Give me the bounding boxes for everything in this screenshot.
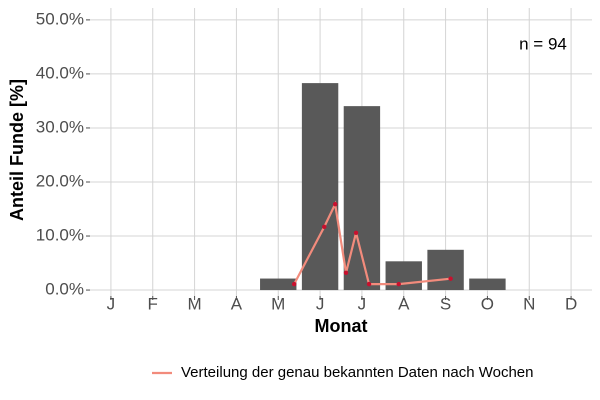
x-tick-label: D — [565, 294, 577, 313]
y-axis-title: Anteil Funde [%] — [7, 79, 27, 221]
point — [332, 201, 338, 207]
y-tick-label: 50.0% — [36, 9, 84, 28]
y-tick-label: 10.0% — [36, 226, 84, 245]
bar — [469, 278, 506, 291]
y-tick-label: 0.0% — [45, 280, 84, 299]
x-tick-label: J — [358, 294, 367, 313]
x-tick-label: J — [316, 294, 325, 313]
point — [366, 281, 372, 287]
x-tick-label: N — [523, 294, 535, 313]
line — [293, 200, 451, 286]
y-tick-label: 40.0% — [36, 63, 84, 82]
bar — [385, 261, 422, 291]
point — [322, 224, 327, 230]
x-axis-title: Monat — [315, 316, 368, 336]
bar — [260, 278, 297, 291]
x-tick-label: F — [148, 294, 158, 313]
bar — [427, 249, 464, 291]
annotation: n = 94 — [519, 34, 567, 53]
point — [353, 230, 359, 235]
point — [448, 276, 453, 281]
point — [396, 281, 401, 287]
x-tick-label: O — [481, 294, 494, 313]
x-tick-label: A — [231, 294, 243, 313]
point — [291, 281, 297, 287]
legend-label: Verteilung der genau bekannten Daten nac… — [181, 364, 534, 381]
x-tick-label: M — [271, 294, 285, 313]
x-tick-label: J — [107, 294, 116, 313]
x-tick-label: A — [398, 294, 410, 313]
x-tick-label: M — [187, 294, 201, 313]
y-tick-label: 20.0% — [36, 171, 84, 190]
x-tick-label: S — [440, 294, 451, 313]
y-tick-label: 30.0% — [36, 117, 84, 136]
point — [343, 270, 349, 275]
